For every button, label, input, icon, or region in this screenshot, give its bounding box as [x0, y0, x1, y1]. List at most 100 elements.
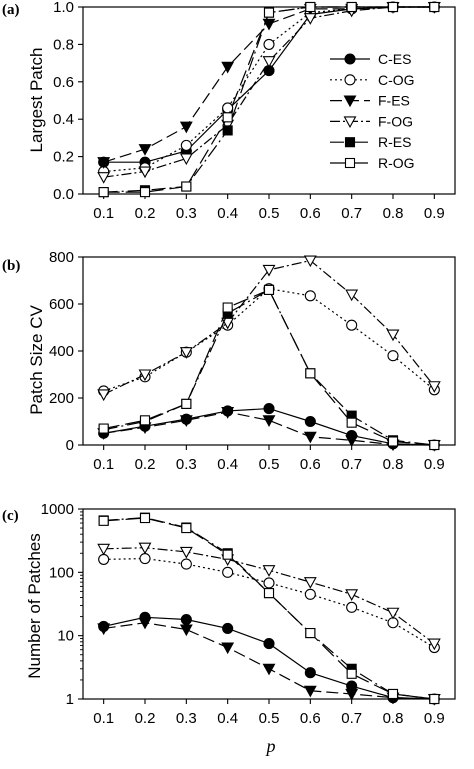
x-tick-label: 0.1 [93, 456, 114, 473]
x-tick-label: 0.7 [341, 456, 362, 473]
x-tick-label: 0.8 [383, 456, 404, 473]
point-r-og [429, 1, 440, 13]
point-c-es [304, 415, 316, 428]
point-r-og [263, 7, 275, 18]
x-tick-label: 0.9 [424, 456, 445, 473]
y-tick-label: 1 [66, 691, 74, 708]
x-tick-label: 0.5 [259, 710, 280, 727]
legend-label-c-es: C-ES [378, 51, 411, 67]
y-tick-label: 0.4 [53, 111, 74, 128]
point-r-og [346, 1, 357, 13]
point-f-og [386, 329, 400, 342]
point-f-og [262, 56, 276, 68]
x-tick-label: 0.2 [135, 710, 156, 727]
panel-a-ylabel: Largest Patch [27, 48, 46, 153]
panel-c-xlabel: p [265, 736, 276, 756]
point-f-og [345, 589, 359, 601]
point-r-og [305, 368, 316, 379]
series-line-r-og [103, 289, 435, 446]
point-f-og [386, 607, 400, 620]
point-r-og [387, 436, 399, 447]
point-r-og [429, 439, 440, 451]
x-tick-label: 0.4 [217, 710, 238, 727]
point-c-es [180, 613, 192, 626]
series-line-c-og [103, 288, 435, 392]
point-f-og [262, 565, 276, 577]
point-c-og [222, 566, 234, 578]
point-c-og [180, 558, 192, 570]
y-tick-label: 800 [49, 249, 74, 266]
point-c-og [346, 601, 358, 613]
series-line-f-es [103, 622, 435, 700]
x-tick-label: 0.8 [383, 205, 404, 222]
x-tick-label: 0.3 [176, 710, 197, 727]
x-tick-label: 0.2 [135, 456, 156, 473]
point-f-og [427, 381, 441, 393]
point-r-og [346, 417, 357, 428]
series-line-f-og [103, 259, 435, 396]
panel-a-chart: (a) Largest Patch 0.1 0.2 0.3 0.4 0.5 0.6 0.7 0… [2, 0, 456, 222]
y-tick-label: 0.6 [53, 74, 74, 91]
point-r-og [98, 515, 109, 526]
point-f-og [138, 166, 152, 179]
panel-a-tag: (a) [2, 2, 20, 18]
x-tick-label: 0.7 [341, 710, 362, 727]
point-f-og [345, 289, 359, 302]
x-tick-label: 0.4 [217, 205, 238, 222]
point-c-og [98, 553, 110, 565]
point-f-es [138, 144, 152, 156]
point-r-og [387, 1, 399, 13]
point-f-es [221, 61, 235, 74]
point-r-og [222, 549, 233, 560]
point-f-og [179, 546, 193, 559]
x-tick-label: 0.9 [424, 205, 445, 222]
point-f-og [303, 577, 317, 589]
point-f-og [179, 347, 193, 359]
point-c-og [263, 38, 275, 50]
legend-marker-c-es [344, 53, 356, 65]
point-c-og [304, 588, 316, 600]
point-f-es [138, 617, 152, 630]
point-f-og [97, 543, 111, 556]
point-r-og [139, 187, 151, 198]
point-c-og [346, 319, 358, 331]
y-tick-label: 0.8 [53, 36, 74, 53]
x-tick-label: 0.6 [300, 456, 321, 473]
point-f-es [345, 435, 359, 447]
x-tick-label: 0.5 [259, 456, 280, 473]
point-f-es [262, 663, 276, 676]
x-tick-label: 0.6 [300, 205, 321, 222]
point-c-es [263, 638, 275, 650]
series-line-f-og [103, 6, 435, 178]
point-f-es [303, 431, 317, 444]
point-c-es [304, 667, 316, 679]
point-f-og [97, 172, 111, 184]
point-f-og [303, 13, 317, 25]
point-c-og [387, 350, 399, 362]
point-f-es [97, 157, 111, 169]
point-f-es [179, 415, 193, 427]
point-f-og [303, 255, 317, 268]
point-r-og [222, 112, 233, 123]
point-c-og [222, 102, 234, 114]
point-f-es [303, 685, 317, 698]
x-tick-label: 0.1 [93, 710, 114, 727]
point-r-og [98, 423, 109, 434]
point-r-og [305, 627, 316, 639]
point-r-og [98, 187, 109, 198]
legend-label-f-og: F-OG [378, 113, 413, 129]
x-tick-label: 0.3 [176, 205, 197, 222]
series-line-f-es [103, 411, 435, 446]
point-f-og [138, 542, 152, 555]
y-tick-label: 0.2 [53, 149, 74, 166]
point-f-es [179, 121, 193, 134]
point-r-og [305, 1, 316, 13]
x-tick-label: 0.8 [383, 710, 404, 727]
panel-b-ylabel: Patch Size CV [27, 305, 46, 415]
point-c-og [139, 553, 151, 565]
y-tick-label: 0.0 [53, 186, 74, 203]
point-r-og [263, 588, 275, 599]
x-tick-label: 0.3 [176, 456, 197, 473]
panel-b-tag: (b) [2, 258, 20, 274]
